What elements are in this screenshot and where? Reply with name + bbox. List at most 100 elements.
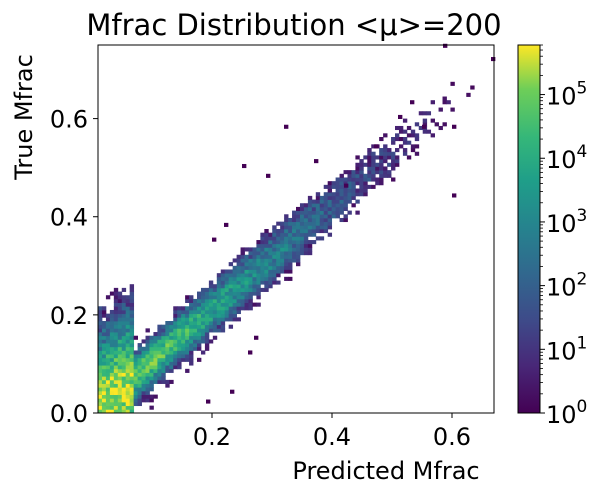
heatmap-cell [129, 298, 135, 303]
heatmap-cell [260, 247, 265, 252]
heatmap-cell [113, 335, 119, 340]
heatmap-cell [220, 321, 226, 326]
heatmap-cell [216, 309, 222, 315]
heatmap-cell [307, 247, 313, 252]
heatmap-cell [129, 343, 135, 348]
heatmap-cell [240, 287, 245, 292]
heatmap-cell [379, 173, 384, 178]
heatmap-cell [276, 273, 281, 278]
heatmap-cell [315, 217, 321, 223]
heatmap-cell [113, 291, 119, 296]
heatmap-cell [149, 398, 154, 403]
heatmap-cell [307, 225, 313, 230]
heatmap-cell [284, 269, 289, 274]
heatmap-cell [410, 133, 416, 138]
heatmap-cell [157, 346, 162, 351]
heatmap-cell [109, 368, 115, 373]
heatmap-cell [252, 254, 257, 259]
heatmap-cell [117, 309, 123, 315]
heatmap-cell [268, 273, 273, 278]
heatmap-cell [193, 324, 198, 329]
heatmap-cell [303, 206, 309, 211]
heatmap-cell [339, 206, 344, 211]
heatmap-cell [311, 199, 317, 204]
heatmap-cell [406, 125, 412, 131]
heatmap-cell [371, 170, 376, 175]
heatmap-cell [256, 287, 261, 292]
heatmap-cell [323, 214, 329, 219]
heatmap-cell [303, 210, 309, 215]
heatmap-cell [375, 181, 380, 186]
heatmap-cell [149, 346, 154, 351]
heatmap-cell [414, 133, 420, 138]
heatmap-cell [398, 125, 404, 131]
heatmap-cell [105, 398, 111, 403]
heatmap-cell [359, 159, 364, 164]
heatmap-cell [351, 203, 356, 208]
heatmap-cell [208, 284, 214, 289]
heatmap-cell [133, 401, 138, 407]
heatmap-cell [113, 343, 119, 348]
heatmap-cell [177, 354, 182, 359]
heatmap-cell [125, 390, 131, 395]
heatmap-cell [343, 192, 348, 197]
heatmap-cell [153, 343, 158, 348]
heatmap-cell [141, 372, 146, 377]
heatmap-cell [276, 262, 281, 267]
heatmap-cell [177, 317, 182, 322]
heatmap-cell [232, 276, 237, 281]
heatmap-cell [276, 232, 281, 237]
heatmap-cell [212, 298, 218, 303]
heatmap-cell [292, 221, 297, 226]
heatmap-cell [98, 343, 103, 348]
heatmap-cell [232, 269, 237, 274]
heatmap-cell [137, 372, 142, 377]
heatmap-cell [181, 317, 186, 322]
heatmap-cell [145, 376, 150, 381]
heatmap-cell [208, 298, 214, 303]
heatmap-cell [145, 365, 150, 370]
heatmap-cell [224, 276, 230, 281]
heatmap-cell [264, 280, 269, 285]
heatmap-cell [109, 372, 115, 377]
heatmap-cell [402, 129, 408, 134]
heatmap-cell [371, 155, 376, 160]
heatmap-cell [232, 291, 237, 296]
heatmap-cell [224, 313, 230, 318]
heatmap-outlier-cell [443, 43, 448, 48]
heatmap-cell [383, 170, 388, 175]
heatmap-cell [303, 251, 309, 256]
heatmap-cell [109, 357, 115, 362]
heatmap-outlier-cell [314, 159, 319, 164]
heatmap-cell [193, 317, 198, 322]
heatmap-cell [315, 225, 321, 230]
heatmap-cell [197, 309, 202, 315]
heatmap-cell [224, 306, 230, 311]
heatmap-cell [101, 409, 107, 414]
heatmap-cell [470, 85, 475, 90]
heatmap-cell [264, 229, 269, 234]
heatmap-cell [129, 284, 135, 289]
heatmap-cell [121, 409, 127, 414]
heatmap-cell [236, 284, 241, 289]
heatmap-cell [98, 339, 103, 344]
heatmap-cell [442, 100, 447, 105]
heatmap-cell [216, 298, 222, 303]
heatmap-cell [109, 354, 115, 359]
heatmap-cell [189, 295, 194, 300]
heatmap-cell [129, 346, 135, 351]
heatmap-cell [129, 317, 135, 322]
heatmap-cell [197, 291, 202, 296]
heatmap-cell [327, 203, 333, 208]
heatmap-cell [363, 155, 368, 160]
heatmap-cell [149, 387, 154, 392]
heatmap-cell [323, 192, 329, 197]
heatmap-cell [125, 398, 131, 403]
heatmap-cell [216, 328, 222, 333]
heatmap-cells [98, 43, 496, 414]
heatmap-cell [327, 221, 333, 226]
heatmap-cell [268, 240, 273, 245]
heatmap-cell [149, 350, 154, 355]
heatmap-cell [284, 262, 289, 267]
